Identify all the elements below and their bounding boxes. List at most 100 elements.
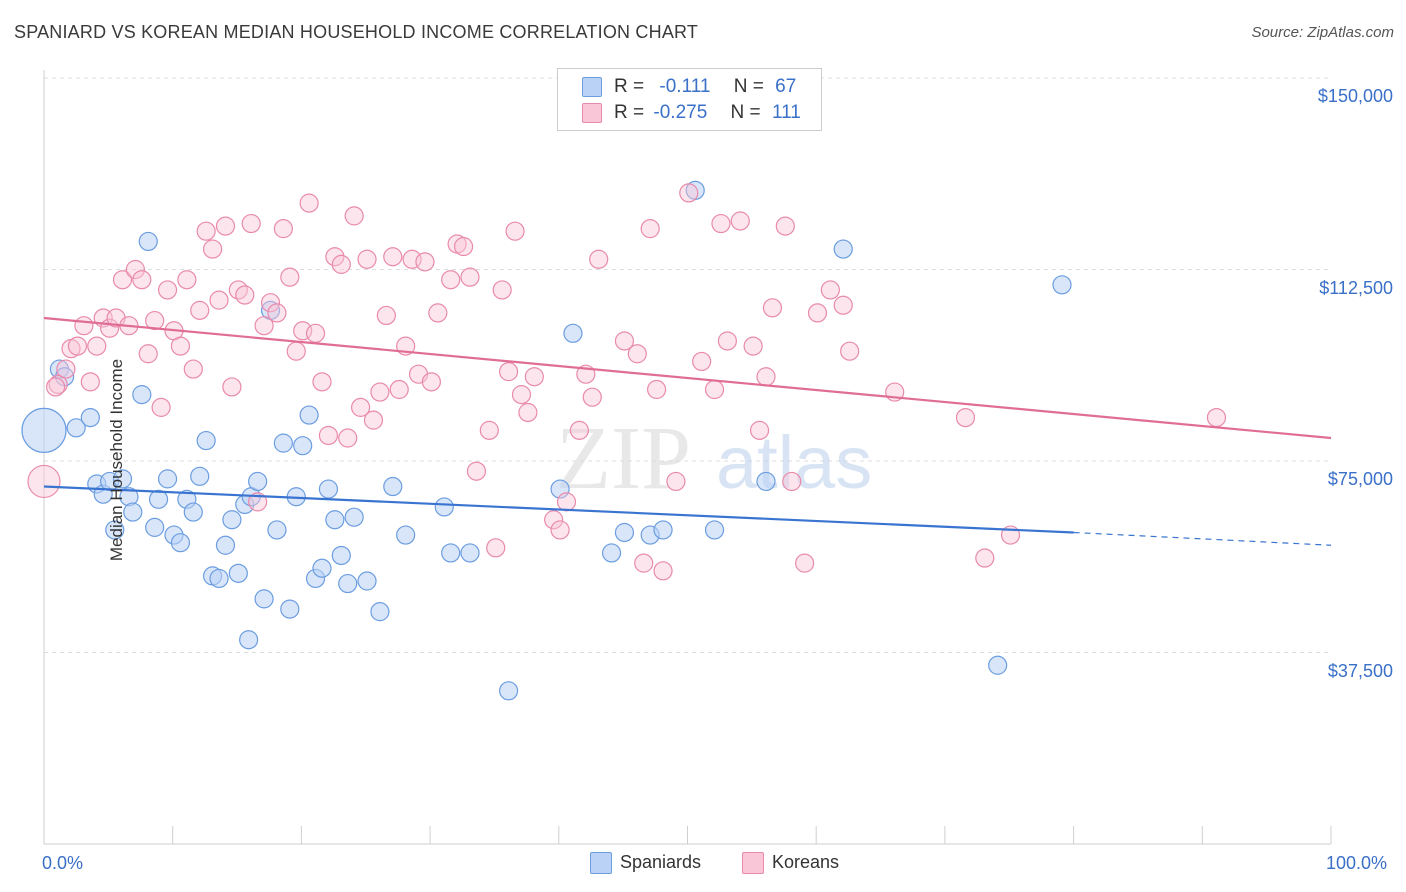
korean-point (235, 285, 255, 305)
spaniard-point (170, 533, 191, 553)
spaniard-point (215, 535, 236, 555)
spaniard-point (396, 525, 416, 545)
legend-r-label: R = (614, 102, 645, 123)
korean-point (112, 270, 133, 290)
korean-point (582, 387, 602, 407)
spaniard-point (756, 471, 776, 492)
spaniard-point (441, 543, 461, 563)
korean-point (80, 372, 100, 392)
korean-point (692, 351, 712, 372)
korean-point (653, 561, 673, 581)
korean-point (840, 341, 860, 361)
koreans-points (27, 183, 1227, 581)
korean-point (1206, 407, 1227, 428)
korean-point (151, 397, 171, 417)
korean-point (215, 216, 236, 236)
korean-point (524, 367, 544, 387)
spaniard-point (331, 545, 351, 566)
spaniards-trend-extension (1073, 531, 1332, 546)
y-tick-label: $75,000 (1327, 469, 1393, 489)
korean-point (486, 538, 506, 558)
korean-point (627, 344, 647, 364)
source-label: Source: ZipAtlas.com (1251, 24, 1394, 41)
korean-point (125, 259, 145, 280)
spaniard-point (1052, 275, 1072, 295)
korean-point (511, 385, 532, 405)
y-tick-label: $112,500 (1319, 277, 1393, 298)
korean-point (730, 211, 750, 231)
korean-point (254, 316, 274, 336)
legend-item-spaniards[interactable]: Spaniards (590, 852, 702, 875)
korean-point (344, 206, 364, 226)
korean-point (518, 402, 538, 423)
korean-point (453, 236, 474, 257)
legend-swatch-koreans (582, 103, 602, 123)
legend-n-value: 67 (775, 76, 797, 97)
spaniard-point (318, 479, 339, 499)
legend-n-label: N = (733, 76, 764, 97)
spaniard-point (299, 405, 319, 425)
korean-point (782, 471, 802, 492)
spaniard-point (66, 418, 86, 438)
korean-point (492, 280, 512, 300)
korean-point (183, 359, 203, 379)
axes (43, 70, 1332, 845)
korean-point (756, 367, 776, 387)
korean-point (647, 379, 667, 400)
korean-point (820, 280, 840, 300)
spaniard-point (988, 655, 1008, 675)
korean-point (299, 193, 319, 213)
korean-point (415, 252, 435, 272)
korean-point (614, 331, 635, 351)
legend-label-spaniards: Spaniards (620, 852, 702, 872)
korean-point (48, 374, 68, 394)
korean-point (550, 520, 570, 540)
spaniard-point (239, 630, 259, 650)
spaniards-points (21, 180, 1072, 701)
watermark: ZIP atlas (556, 409, 872, 508)
korean-point (312, 372, 332, 392)
korean-point (370, 382, 390, 402)
legend-r-value: -0.111 (659, 76, 711, 97)
korean-point (743, 336, 763, 356)
korean-point (138, 344, 158, 364)
legend-label-koreans: Koreans (772, 852, 840, 872)
koreans-trend-line (43, 316, 1332, 440)
korean-point (305, 323, 326, 343)
korean-point (331, 254, 351, 274)
korean-point (833, 295, 853, 315)
korean-point (795, 553, 815, 573)
korean-point (286, 341, 306, 361)
spaniard-point (460, 543, 480, 563)
korean-point (132, 270, 152, 290)
korean-point (640, 219, 660, 239)
korean-point (807, 303, 828, 323)
spaniard-point (157, 469, 178, 489)
y-tick-label: $150,000 (1317, 86, 1393, 106)
korean-point (505, 221, 525, 241)
spaniard-point (21, 407, 67, 453)
korean-point (389, 379, 409, 400)
korean-point (222, 377, 242, 397)
korean-point (363, 410, 384, 430)
korean-point (589, 249, 609, 269)
spaniard-point (614, 522, 635, 543)
watermark-atlas: atlas (716, 421, 872, 504)
legend-r-label: R = (614, 76, 645, 97)
spaniard-point (344, 507, 364, 527)
korean-point (325, 247, 345, 267)
korean-point (74, 316, 94, 336)
legend-item-koreans[interactable]: Koreans (742, 852, 840, 875)
spaniard-point (280, 599, 300, 619)
korean-point (241, 213, 261, 234)
korean-point (544, 510, 564, 530)
korean-point (762, 298, 783, 318)
spaniard-point (601, 543, 622, 563)
korean-point (351, 397, 371, 417)
korean-point (383, 247, 403, 267)
y-tick-label: $37,500 (1327, 660, 1393, 681)
legend-swatch-spaniards (582, 77, 602, 97)
legend-r-value: -0.275 (653, 102, 708, 123)
korean-point (634, 553, 654, 573)
spaniard-point (325, 510, 345, 530)
